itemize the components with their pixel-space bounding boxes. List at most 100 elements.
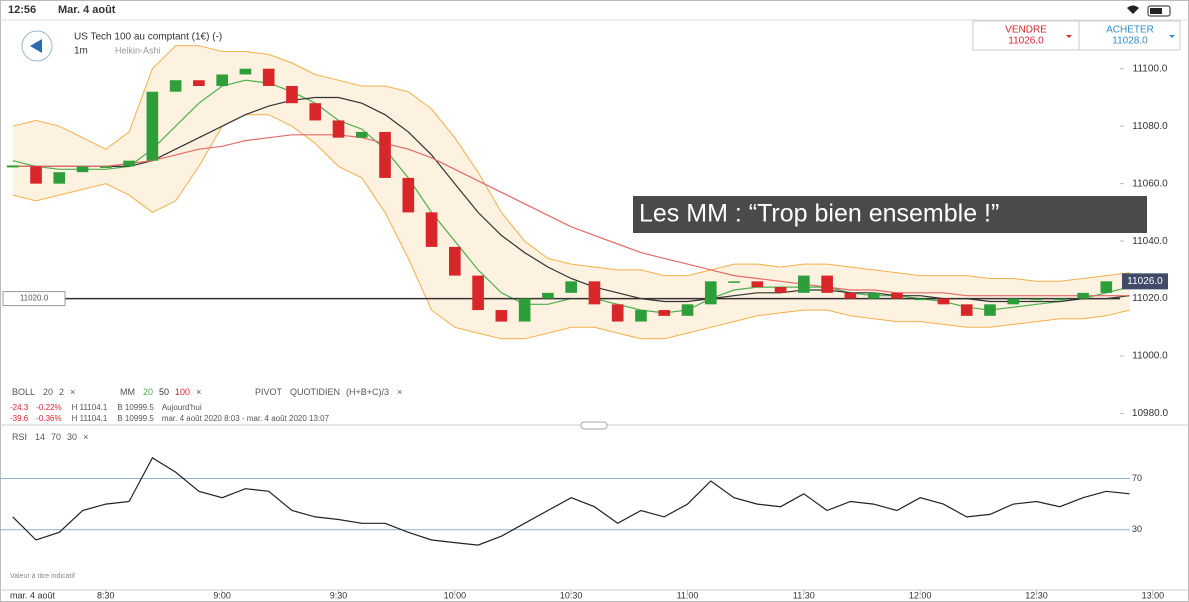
candle [821, 275, 833, 293]
x-tick-label: 12:00 [909, 590, 932, 600]
pivot-label: 11020.0 [20, 294, 49, 303]
candle [774, 287, 787, 293]
legend-item: 50 [159, 387, 169, 397]
candle [169, 80, 182, 92]
candle [449, 246, 461, 276]
candle [286, 85, 298, 104]
candle [379, 131, 391, 178]
candle [728, 281, 740, 283]
chart-layer: 10980.0 11000.0 11020.0 11040.0 11060.0 11080… [0, 45, 1169, 600]
candle [518, 298, 531, 322]
candle [30, 166, 42, 184]
candle [542, 292, 554, 299]
annotation-box [633, 196, 1147, 233]
annotation: Les MM : “Trop bien ensemble !” [639, 200, 999, 228]
buy-price: 11028.0 [1112, 36, 1148, 47]
last-price-tag [1122, 273, 1168, 290]
moving-average [12, 134, 1130, 297]
stat: -0.36% [36, 414, 61, 423]
y-tick-label: 11000.0 [1132, 351, 1168, 362]
candle [867, 292, 880, 299]
legend-item: RSI [12, 432, 27, 442]
stat: -24.3 [10, 403, 29, 412]
candle [937, 298, 950, 305]
x-tick-label: 10:00 [444, 590, 467, 600]
candle [658, 310, 671, 316]
y-tick-label: 11040.0 [1132, 236, 1168, 247]
legend-item[interactable]: × [196, 387, 201, 397]
legend-item: (H+B+C)/3 [346, 387, 389, 397]
candle [6, 165, 19, 168]
legend-item: 100 [175, 387, 190, 397]
candle [100, 166, 112, 168]
candle [798, 275, 810, 293]
stat: H 11104.1 [72, 414, 108, 423]
candle [472, 275, 484, 311]
buy-label: ACHETER [1106, 25, 1154, 36]
sell-label: VENDRE [1005, 25, 1047, 36]
candle [1007, 298, 1020, 305]
legend-item: 14 [35, 432, 45, 442]
status-date: Mar. 4 août [58, 4, 116, 16]
candle [332, 120, 345, 138]
candle [1077, 292, 1089, 299]
candle [588, 281, 601, 305]
rsi-line [12, 457, 1130, 546]
bollinger-upper [12, 45, 1130, 282]
rsi-tick-label: 70 [1132, 473, 1142, 483]
legend-item[interactable]: × [397, 387, 402, 397]
candle [355, 131, 368, 138]
legend-item: 2 [59, 387, 64, 397]
candle [914, 298, 926, 301]
sell-button[interactable]: VENDRE 11026.0 [972, 20, 1080, 51]
candle [216, 74, 228, 86]
candle [1030, 298, 1043, 301]
candle [193, 80, 205, 86]
y-tick-label: 10980.0 [1132, 408, 1169, 419]
back-button[interactable] [21, 30, 53, 62]
boll-legend: BOLL 20 2 × [12, 387, 75, 397]
pivot-tag [2, 291, 66, 307]
legend-item: BOLL [12, 387, 35, 397]
candle [611, 304, 624, 322]
x-tick-label: 13:00 [1142, 590, 1165, 600]
x-tick-label: 12:30 [1025, 590, 1048, 600]
sell-price: 11026.0 [1008, 36, 1044, 47]
candle [53, 172, 66, 184]
candle [844, 292, 857, 299]
x-tick-label: 9:30 [330, 590, 348, 600]
candle [751, 281, 764, 288]
legend-item: PIVOT [255, 387, 283, 397]
status-time: 12:56 [8, 4, 36, 16]
y-tick-label: 11060.0 [1132, 178, 1168, 189]
stat: B 10999.5 [117, 414, 154, 423]
x-tick-label: 8:30 [97, 590, 115, 600]
last-price-label: 11026.0 [1127, 276, 1163, 287]
y-tick-label: 11080.0 [1132, 121, 1168, 132]
legend-item[interactable]: × [70, 387, 75, 397]
bollinger-fill [12, 45, 1130, 339]
y-tick-label: 11100.0 [1133, 63, 1168, 74]
footnote: Valeur à titre indicatif [10, 573, 75, 580]
x-tick-label: 11:00 [677, 590, 699, 600]
candle [681, 304, 694, 316]
stat: -39.6 [10, 414, 29, 423]
candle [704, 281, 717, 305]
mm-legend: MM 20 50 100 × [120, 387, 201, 397]
stat: -0.22% [36, 403, 61, 412]
candle [239, 68, 252, 75]
buy-button[interactable]: ACHETER 11028.0 [1078, 20, 1181, 51]
candle [425, 212, 438, 247]
resize-handle[interactable] [580, 421, 608, 430]
candle [309, 103, 322, 121]
x-start-label: mar. 4 août [10, 590, 56, 600]
legend-item[interactable]: × [83, 432, 88, 442]
candle [402, 177, 415, 213]
candle [891, 292, 903, 299]
bollinger-lower [12, 114, 1130, 340]
legend-item: QUOTIDIEN [290, 387, 340, 397]
legend-item: 20 [43, 387, 53, 397]
pivot-legend: PIVOT QUOTIDIEN (H+B+C)/3 × [255, 387, 402, 397]
instrument: US Tech 100 au comptant (1€) (-) [74, 32, 222, 43]
